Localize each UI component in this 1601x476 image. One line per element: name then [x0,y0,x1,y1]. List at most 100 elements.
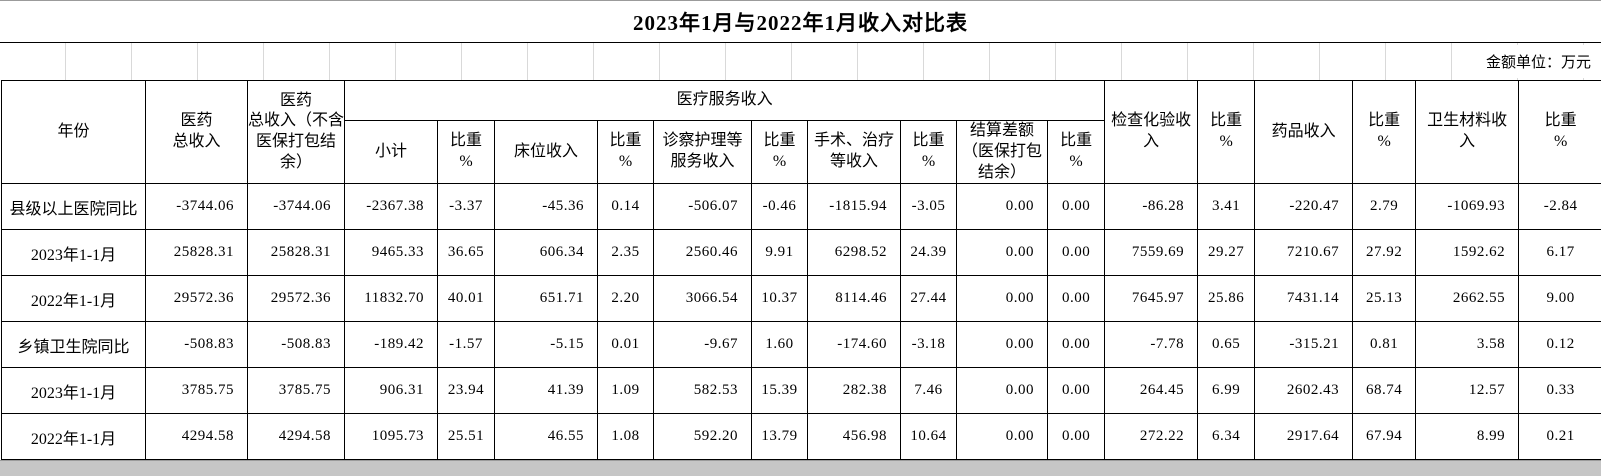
col-header-weight: 比重 % [1198,81,1255,184]
page-title: 2023年1月与2022年1月收入对比表 [633,7,968,37]
col-header-year: 年份 [2,81,146,184]
cell-value: 6.34 [1198,414,1255,460]
cell-value: 9.00 [1519,276,1601,322]
cell-value: -3744.06 [248,184,345,230]
cell-value: 27.44 [901,276,957,322]
cell-value: 0.33 [1519,368,1601,414]
col-header-settlement-diff: 结算差额 （医保打包 结余） [957,121,1048,184]
cell-value: 13.79 [752,414,808,460]
cell-value: 2917.64 [1255,414,1353,460]
cell-value: 1095.73 [345,414,438,460]
cell-value: 1.08 [598,414,654,460]
cell-value: 8114.46 [808,276,901,322]
row-label: 2023年1-1月 [2,368,146,414]
cell-value: 2.35 [598,230,654,276]
cell-value: 41.39 [495,368,598,414]
cell-value: -508.83 [248,322,345,368]
cell-value: -315.21 [1255,322,1353,368]
cell-value: 9.91 [752,230,808,276]
row-label: 2022年1-1月 [2,276,146,322]
cell-value: 9465.33 [345,230,438,276]
cell-value: 12.57 [1416,368,1519,414]
cell-value: 4294.58 [248,414,345,460]
cell-value: 25828.31 [146,230,248,276]
cell-value: 282.38 [808,368,901,414]
col-header-med-total-income-excl: 医药 总收入（不含 医保打包结 余） [248,81,345,184]
col-header-bed-income: 床位收入 [495,121,598,184]
cell-value: 10.37 [752,276,808,322]
col-header-weight: 比重 % [752,121,808,184]
cell-value: -2.84 [1519,184,1601,230]
cell-value: -3.18 [901,322,957,368]
cell-value: 7210.67 [1255,230,1353,276]
cell-value: -86.28 [1105,184,1198,230]
cell-value: 651.71 [495,276,598,322]
cell-value: -3.37 [438,184,495,230]
cell-value: 456.98 [808,414,901,460]
cell-value: 36.65 [438,230,495,276]
col-header-weight: 比重 % [1048,121,1105,184]
cell-value: 2.20 [598,276,654,322]
cell-value: 0.00 [957,414,1048,460]
cell-value: 25828.31 [248,230,345,276]
cell-value: -1.57 [438,322,495,368]
cell-value: 3066.54 [654,276,752,322]
cell-value: 46.55 [495,414,598,460]
cell-value: 0.00 [1048,276,1105,322]
col-header-weight: 比重 % [598,121,654,184]
cell-value: 606.34 [495,230,598,276]
col-header-weight: 比重 % [438,121,495,184]
cell-value: -220.47 [1255,184,1353,230]
cell-value: 0.00 [957,184,1048,230]
cell-value: -5.15 [495,322,598,368]
cell-value: 24.39 [901,230,957,276]
cell-value: 7645.97 [1105,276,1198,322]
cell-value: 3.41 [1198,184,1255,230]
cell-value: 2602.43 [1255,368,1353,414]
cell-value: 592.20 [654,414,752,460]
cell-value: 3.58 [1416,322,1519,368]
income-comparison-table: 年份 医药 总收入 医药 总收入（不含 医保打包结 余） 医疗服务收入 检查化验… [1,80,1601,460]
col-header-weight: 比重 % [1519,81,1601,184]
col-header-surgery-income: 手术、治疗 等收入 [808,121,901,184]
cell-value: 0.81 [1353,322,1416,368]
unit-row: 金额单位：万元 [0,43,1601,80]
cell-value: 2.79 [1353,184,1416,230]
cell-value: 7559.69 [1105,230,1198,276]
cell-value: 4294.58 [146,414,248,460]
cell-value: -508.83 [146,322,248,368]
cell-value: -0.46 [752,184,808,230]
cell-value: 25.51 [438,414,495,460]
cell-value: 0.21 [1519,414,1601,460]
cell-value: 11832.70 [345,276,438,322]
cell-value: 1.09 [598,368,654,414]
col-header-material-income: 卫生材料收 入 [1416,81,1519,184]
cell-value: 0.00 [1048,184,1105,230]
cell-value: 29.27 [1198,230,1255,276]
title-row: 2023年1月与2022年1月收入对比表 [0,1,1601,43]
cell-value: -506.07 [654,184,752,230]
cell-value: -7.78 [1105,322,1198,368]
cell-value: 0.00 [1048,368,1105,414]
cell-value: 6298.52 [808,230,901,276]
cell-value: 0.00 [1048,414,1105,460]
cell-value: 6.99 [1198,368,1255,414]
col-header-exam-nursing-income: 诊察护理等 服务收入 [654,121,752,184]
row-label: 2022年1-1月 [2,414,146,460]
cell-value: 0.65 [1198,322,1255,368]
cell-value: 0.00 [1048,230,1105,276]
row-label: 县级以上医院同比 [2,184,146,230]
col-group-medical-service-income: 医疗服务收入 [345,81,1105,121]
cell-value: 272.22 [1105,414,1198,460]
cell-value: 7.46 [901,368,957,414]
cell-value: -189.42 [345,322,438,368]
cell-value: 23.94 [438,368,495,414]
cell-value: -1815.94 [808,184,901,230]
cell-value: 0.00 [957,368,1048,414]
cell-value: 1.60 [752,322,808,368]
cell-value: 0.12 [1519,322,1601,368]
